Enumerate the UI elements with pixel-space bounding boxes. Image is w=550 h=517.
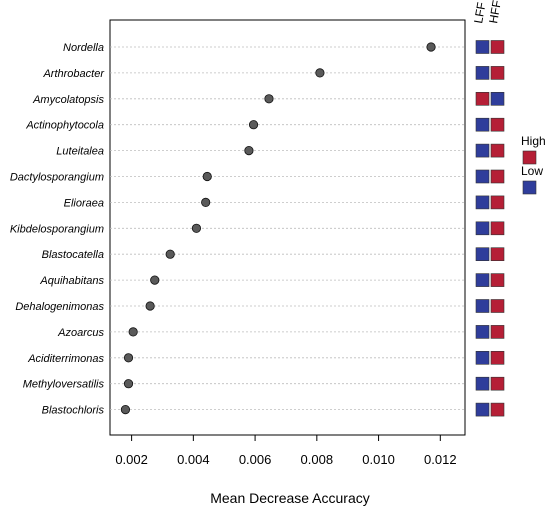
data-point [123, 353, 134, 363]
data-point [201, 197, 211, 207]
abundance-box-hff [490, 273, 505, 287]
x-tick-label: 0.002 [115, 452, 148, 467]
abundance-box-lff [475, 40, 490, 54]
abundance-box-hff [490, 402, 505, 417]
data-point [315, 68, 325, 78]
x-axis-title: Mean Decrease Accuracy [210, 490, 370, 506]
legend-swatch-high [522, 150, 537, 165]
grid-lines [110, 46, 465, 411]
data-point [145, 301, 155, 311]
abundance-box-lff [475, 143, 490, 158]
abundance-box-hff [490, 195, 505, 210]
legend-label-high: High [521, 134, 546, 148]
data-point [120, 404, 131, 415]
column-header-lff: LFF [471, 1, 488, 24]
x-tick-label: 0.008 [301, 452, 334, 467]
taxon-label: Luteitalea [56, 146, 104, 158]
abundance-box-lff [475, 221, 490, 236]
x-tick-label: 0.010 [362, 452, 395, 467]
abundance-box-lff [475, 195, 490, 210]
abundance-box-hff [490, 376, 505, 391]
data-point [426, 42, 436, 52]
abundance-box-hff [490, 40, 505, 54]
data-point [165, 249, 175, 259]
abundance-box-hff [490, 143, 505, 158]
abundance-box-hff [490, 66, 505, 80]
abundance-box-lff [475, 117, 490, 132]
abundance-box-hff [490, 325, 505, 339]
abundance-box-hff [490, 221, 505, 236]
abundance-box-lff [475, 376, 490, 391]
abundance-boxes [475, 40, 505, 417]
taxon-label: Aciditerrimonas [27, 353, 104, 365]
data-point [123, 379, 134, 389]
data-point [128, 327, 138, 337]
x-tick-label: 0.012 [424, 452, 457, 467]
taxon-label: Arthrobacter [42, 68, 105, 80]
taxon-label: Blastochloris [42, 405, 105, 417]
taxon-label: Actinophytocola [25, 120, 104, 132]
abundance-box-lff [475, 350, 490, 365]
data-point [248, 120, 259, 130]
legend: High Low [521, 134, 546, 195]
taxon-label: Elioraea [64, 197, 104, 209]
data-point [244, 146, 254, 156]
abundance-box-hff [490, 117, 505, 132]
abundance-box-lff [475, 299, 490, 313]
abundance-box-hff [490, 247, 505, 261]
x-tick-label: 0.006 [239, 452, 272, 467]
abundance-box-lff [475, 66, 490, 80]
plot-frame [109, 19, 466, 436]
abundance-box-hff [490, 350, 505, 365]
abundance-box-lff [475, 402, 490, 417]
data-point [191, 223, 202, 233]
x-tick-label: 0.004 [177, 452, 210, 467]
taxon-label: Blastocatella [42, 249, 104, 261]
legend-label-low: Low [521, 164, 543, 178]
taxon-label: Kibdelosporangium [10, 223, 104, 235]
abundance-box-lff [475, 169, 490, 184]
x-axis: 0.002 0.004 0.006 0.008 0.010 0.012 [110, 434, 465, 467]
taxon-label: Dehalogenimonas [15, 301, 104, 313]
taxon-label: Azoarcus [57, 327, 104, 339]
taxon-label: Aquihabitans [39, 275, 104, 287]
data-points [120, 42, 436, 415]
column-header-hff: HFF [486, 0, 504, 25]
taxon-label: Methyloversatilis [23, 379, 105, 391]
data-point [264, 94, 274, 104]
abundance-box-hff [490, 92, 505, 106]
data-point [150, 275, 160, 285]
data-point [202, 171, 212, 182]
taxon-labels: Nordella Arthrobacter Amycolatopsis Actinop… [10, 42, 106, 417]
abundance-box-lff [475, 325, 490, 339]
legend-swatch-low [522, 180, 537, 195]
abundance-box-lff [475, 247, 490, 261]
abundance-box-hff [490, 299, 505, 313]
abundance-box-hff [490, 169, 505, 184]
abundance-box-lff [475, 92, 490, 106]
abundance-box-lff [475, 273, 490, 287]
taxon-label: Dactylosporangium [10, 172, 104, 184]
taxon-label: Nordella [63, 42, 104, 54]
taxon-label: Amycolatopsis [32, 94, 104, 106]
